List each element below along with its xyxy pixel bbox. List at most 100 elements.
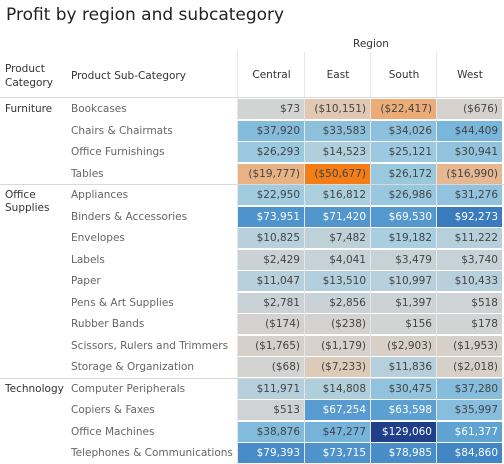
product-category-header: Product Category bbox=[5, 63, 53, 89]
heatmap-cell[interactable]: $71,420 bbox=[305, 206, 370, 227]
heatmap-cell[interactable]: ($174) bbox=[238, 314, 304, 334]
heatmap-cell[interactable]: $67,254 bbox=[305, 400, 370, 420]
heatmap-cell[interactable]: ($1,179) bbox=[305, 335, 370, 356]
heatmap-cell[interactable]: ($68) bbox=[238, 357, 304, 377]
heatmap-cell[interactable]: $178 bbox=[437, 314, 502, 334]
heatmap-cell[interactable]: $26,293 bbox=[238, 142, 304, 162]
heatmap-cell[interactable]: ($2,903) bbox=[371, 335, 436, 356]
subcategory-label: Telephones & Communications bbox=[71, 447, 233, 459]
heatmap-cell[interactable]: $78,985 bbox=[371, 443, 436, 463]
heatmap-cell[interactable]: ($16,990) bbox=[437, 163, 502, 184]
heatmap-cell[interactable]: $156 bbox=[371, 314, 436, 334]
heatmap-cell[interactable]: $13,510 bbox=[305, 271, 370, 291]
column-divider bbox=[237, 52, 238, 464]
heatmap-cell[interactable]: ($7,233) bbox=[305, 357, 370, 377]
region-header-east: East bbox=[326, 69, 350, 81]
subcategory-label: Scissors, Rulers and Trimmers bbox=[71, 339, 229, 352]
subcategory-label: Copiers & Faxes bbox=[71, 404, 155, 416]
heatmap-cell[interactable]: $69,530 bbox=[371, 206, 436, 227]
region-column-group-label: Region bbox=[353, 38, 389, 50]
heatmap-cell[interactable]: $513 bbox=[238, 400, 304, 420]
subcategory-label: Tables bbox=[71, 167, 104, 180]
region-header-west: West bbox=[457, 69, 483, 81]
heatmap-cell[interactable]: ($238) bbox=[305, 314, 370, 334]
category-label: Office Supplies bbox=[5, 189, 50, 214]
heatmap-cell[interactable]: $92,273 bbox=[437, 206, 502, 227]
heatmap-cell[interactable]: $7,482 bbox=[305, 228, 370, 248]
heatmap-cell[interactable]: $3,740 bbox=[437, 249, 502, 270]
heatmap-cell[interactable]: $518 bbox=[437, 292, 502, 313]
heatmap-cell[interactable]: $37,920 bbox=[238, 120, 304, 141]
heatmap-cell[interactable]: ($50,677) bbox=[305, 163, 370, 184]
heatmap-cell[interactable]: $63,598 bbox=[371, 400, 436, 420]
subcategory-label: Office Machines bbox=[71, 425, 155, 438]
heatmap-cell[interactable]: $22,950 bbox=[238, 185, 304, 205]
subcategory-label: Office Furnishings bbox=[71, 146, 165, 158]
heatmap-cell[interactable]: $1,397 bbox=[371, 292, 436, 313]
heatmap-cell[interactable]: $33,583 bbox=[305, 120, 370, 141]
heatmap-cell[interactable]: ($10,151) bbox=[305, 99, 370, 119]
heatmap-cell[interactable]: $11,971 bbox=[238, 378, 304, 399]
subcategory-label: Labels bbox=[71, 253, 105, 266]
column-divider bbox=[304, 52, 305, 464]
category-divider bbox=[0, 377, 504, 379]
heatmap-cell[interactable]: $10,825 bbox=[238, 228, 304, 248]
heatmap-cell[interactable]: $38,876 bbox=[238, 421, 304, 442]
heatmap-cell[interactable]: $73,715 bbox=[305, 443, 370, 463]
category-label: Technology bbox=[5, 382, 64, 395]
heatmap-cell[interactable]: $11,836 bbox=[371, 357, 436, 377]
subcategory-label: Computer Peripherals bbox=[71, 382, 186, 395]
product-subcategory-header: Product Sub-Category bbox=[71, 70, 186, 82]
heatmap-cell[interactable]: $2,781 bbox=[238, 292, 304, 313]
heatmap-cell[interactable]: $4,041 bbox=[305, 249, 370, 270]
heatmap-cell[interactable]: $47,277 bbox=[305, 421, 370, 442]
heatmap-cell[interactable]: ($1,953) bbox=[437, 335, 502, 356]
heatmap-cell[interactable]: $35,997 bbox=[437, 400, 502, 420]
heatmap-cell[interactable]: ($2,018) bbox=[437, 357, 502, 377]
heatmap-cell[interactable]: $37,280 bbox=[437, 378, 502, 399]
subcategory-label: Envelopes bbox=[71, 232, 125, 244]
heatmap-cell[interactable]: $14,808 bbox=[305, 378, 370, 399]
heatmap-cell[interactable]: $26,986 bbox=[371, 185, 436, 205]
heatmap-cell[interactable]: $25,121 bbox=[371, 142, 436, 162]
heatmap-cell[interactable]: ($22,417) bbox=[371, 99, 436, 119]
heatmap-cell[interactable]: $11,222 bbox=[437, 228, 502, 248]
region-header-south: South bbox=[388, 69, 420, 81]
heatmap-cell[interactable]: $31,276 bbox=[437, 185, 502, 205]
header-divider bbox=[0, 97, 504, 98]
heatmap-cell[interactable]: $16,812 bbox=[305, 185, 370, 205]
region-header-central: Central bbox=[252, 69, 291, 81]
heatmap-cell[interactable]: $73,951 bbox=[238, 206, 304, 227]
heatmap-cell[interactable]: $2,856 bbox=[305, 292, 370, 313]
heatmap-cell[interactable]: $26,172 bbox=[371, 163, 436, 184]
heatmap-cell[interactable]: $34,026 bbox=[371, 120, 436, 141]
heatmap-cell[interactable]: $79,393 bbox=[238, 443, 304, 463]
subcategory-label: Paper bbox=[71, 275, 101, 287]
heatmap-cell[interactable]: $2,429 bbox=[238, 249, 304, 270]
heatmap-cell[interactable]: $73 bbox=[238, 99, 304, 119]
heatmap-cell[interactable]: $3,479 bbox=[371, 249, 436, 270]
heatmap-cell[interactable]: $84,860 bbox=[437, 443, 502, 463]
heatmap-cell[interactable]: ($1,765) bbox=[238, 335, 304, 356]
heatmap-cell[interactable]: $129,060 bbox=[371, 421, 436, 442]
category-label: Furniture bbox=[5, 103, 53, 115]
subcategory-label: Rubber Bands bbox=[71, 318, 145, 330]
heatmap-cell[interactable]: $14,523 bbox=[305, 142, 370, 162]
heatmap-cell[interactable]: $30,941 bbox=[437, 142, 502, 162]
subcategory-label: Chairs & Chairmats bbox=[71, 124, 173, 137]
heatmap-cell[interactable]: $44,409 bbox=[437, 120, 502, 141]
heatmap-cell[interactable]: $61,377 bbox=[437, 421, 502, 442]
heatmap-cell[interactable]: $10,997 bbox=[371, 271, 436, 291]
heatmap-cell[interactable]: $10,433 bbox=[437, 271, 502, 291]
subcategory-label: Appliances bbox=[71, 189, 129, 201]
subcategory-label: Binders & Accessories bbox=[71, 210, 188, 223]
heatmap-cell[interactable]: $30,475 bbox=[371, 378, 436, 399]
column-divider bbox=[436, 52, 437, 464]
subcategory-label: Bookcases bbox=[71, 103, 127, 115]
column-divider bbox=[370, 52, 371, 464]
heatmap-cell[interactable]: ($676) bbox=[437, 99, 502, 119]
heatmap-cell[interactable]: $19,182 bbox=[371, 228, 436, 248]
category-divider bbox=[0, 184, 504, 185]
heatmap-cell[interactable]: $11,047 bbox=[238, 271, 304, 291]
heatmap-cell[interactable]: ($19,777) bbox=[238, 163, 304, 184]
